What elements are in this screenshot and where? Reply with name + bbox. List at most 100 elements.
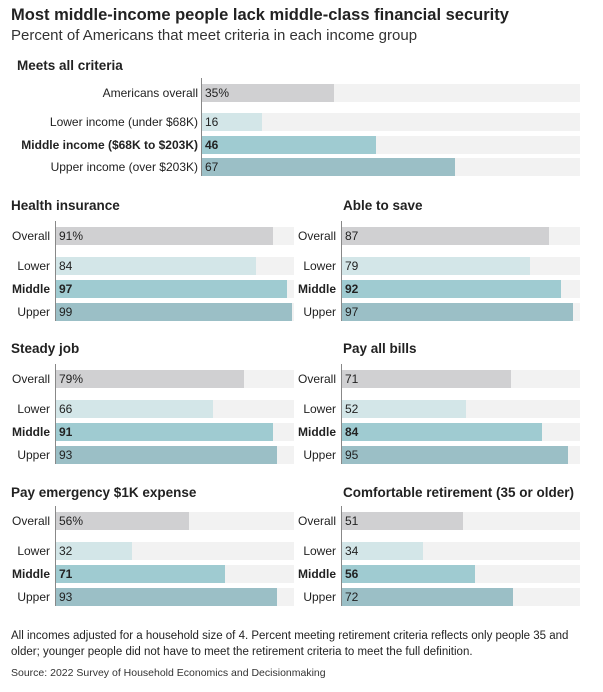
value-label: 91% bbox=[59, 229, 84, 243]
category-label: Americans overall bbox=[102, 86, 198, 100]
category-label: Lower bbox=[303, 402, 336, 416]
bar-track: 91 bbox=[56, 423, 294, 441]
bar-overall bbox=[202, 84, 335, 102]
value-label: 32 bbox=[59, 544, 73, 558]
bar-lower bbox=[56, 257, 256, 275]
bar-track: 79 bbox=[342, 257, 580, 275]
value-label: 72 bbox=[345, 590, 359, 604]
bar-middle bbox=[342, 565, 476, 583]
bar-track: 35% bbox=[202, 84, 580, 102]
bar-lower bbox=[342, 542, 423, 560]
category-label: Overall bbox=[297, 372, 336, 386]
category-label: Lower bbox=[17, 402, 50, 416]
bar-upper bbox=[202, 158, 456, 176]
bar-upper bbox=[342, 446, 569, 464]
category-label: Lower bbox=[303, 259, 336, 273]
bar-middle bbox=[342, 423, 542, 441]
bar-track: 87 bbox=[342, 227, 580, 245]
bar-track: 71 bbox=[56, 565, 294, 583]
value-label: 84 bbox=[59, 259, 73, 273]
category-label: Lower bbox=[303, 544, 336, 558]
bar-overall bbox=[342, 227, 550, 245]
bar-track: 67 bbox=[202, 158, 580, 176]
category-label: Lower bbox=[17, 544, 50, 558]
value-label: 87 bbox=[345, 229, 359, 243]
value-label: 99 bbox=[59, 305, 73, 319]
bar-track: 93 bbox=[56, 446, 294, 464]
panel-title: Comfortable retirement (35 or older) bbox=[343, 485, 575, 500]
bar-track: 93 bbox=[56, 588, 294, 606]
value-label: 97 bbox=[59, 282, 73, 296]
bar-overall bbox=[342, 512, 464, 530]
bar-upper bbox=[56, 446, 278, 464]
category-label: Overall bbox=[297, 229, 336, 243]
bar-track: 97 bbox=[342, 303, 580, 321]
axis-line bbox=[201, 78, 202, 176]
bar-lower bbox=[342, 257, 531, 275]
chart-title: Most middle-income people lack middle-cl… bbox=[11, 6, 509, 24]
category-label: Overall bbox=[11, 514, 50, 528]
bar-middle bbox=[56, 565, 225, 583]
value-label: 66 bbox=[59, 402, 73, 416]
axis-line bbox=[341, 364, 342, 464]
value-label: 92 bbox=[345, 282, 359, 296]
category-label: Upper bbox=[17, 448, 50, 462]
bar-track: 72 bbox=[342, 588, 580, 606]
category-label: Middle bbox=[298, 567, 336, 581]
bar-track: 52 bbox=[342, 400, 580, 418]
category-label: Middle bbox=[298, 282, 336, 296]
value-label: 56 bbox=[345, 567, 359, 581]
value-label: 52 bbox=[345, 402, 359, 416]
value-label: 34 bbox=[345, 544, 359, 558]
bar-track: 32 bbox=[56, 542, 294, 560]
footnote: All incomes adjusted for a household siz… bbox=[11, 630, 569, 658]
category-label: Middle bbox=[12, 425, 50, 439]
axis-line bbox=[341, 221, 342, 321]
value-label: 79% bbox=[59, 372, 84, 386]
category-label: Middle income ($68K to $203K) bbox=[21, 138, 198, 152]
bar-overall bbox=[56, 370, 245, 388]
bar-middle bbox=[342, 280, 561, 298]
axis-line bbox=[341, 506, 342, 606]
value-label: 71 bbox=[59, 567, 73, 581]
category-label: Upper bbox=[303, 590, 336, 604]
category-label: Lower bbox=[17, 259, 50, 273]
value-label: 35% bbox=[205, 86, 230, 100]
bar-upper bbox=[342, 303, 573, 321]
category-label: Middle bbox=[12, 567, 50, 581]
bar-track: 97 bbox=[56, 280, 294, 298]
value-label: 71 bbox=[345, 372, 359, 386]
bar-track: 51 bbox=[342, 512, 580, 530]
value-label: 95 bbox=[345, 448, 359, 462]
bar-track: 91% bbox=[56, 227, 294, 245]
axis-line bbox=[55, 364, 56, 464]
bar-track: 99 bbox=[56, 303, 294, 321]
panel-title: Able to save bbox=[343, 198, 423, 213]
category-label: Middle bbox=[298, 425, 336, 439]
bar-upper bbox=[56, 588, 278, 606]
value-label: 16 bbox=[205, 115, 219, 129]
source-note: Source: 2022 Survey of Household Economi… bbox=[11, 667, 326, 679]
category-label: Middle bbox=[12, 282, 50, 296]
bar-upper bbox=[56, 303, 292, 321]
category-label: Upper income (over $203K) bbox=[50, 160, 198, 174]
bar-track: 56% bbox=[56, 512, 294, 530]
bar-track: 84 bbox=[342, 423, 580, 441]
value-label: 46 bbox=[205, 138, 219, 152]
panel-title: Meets all criteria bbox=[17, 58, 123, 73]
bar-track: 79% bbox=[56, 370, 294, 388]
axis-line bbox=[55, 506, 56, 606]
panel-title: Health insurance bbox=[11, 198, 120, 213]
bar-middle bbox=[56, 423, 273, 441]
bar-overall bbox=[342, 370, 511, 388]
value-label: 51 bbox=[345, 514, 359, 528]
category-label: Lower income (under $68K) bbox=[49, 115, 198, 129]
bar-track: 95 bbox=[342, 446, 580, 464]
bar-track: 56 bbox=[342, 565, 580, 583]
bar-track: 92 bbox=[342, 280, 580, 298]
category-label: Upper bbox=[17, 590, 50, 604]
bar-track: 66 bbox=[56, 400, 294, 418]
bar-middle bbox=[56, 280, 287, 298]
panel-title: Pay all bills bbox=[343, 341, 417, 356]
category-label: Overall bbox=[11, 229, 50, 243]
